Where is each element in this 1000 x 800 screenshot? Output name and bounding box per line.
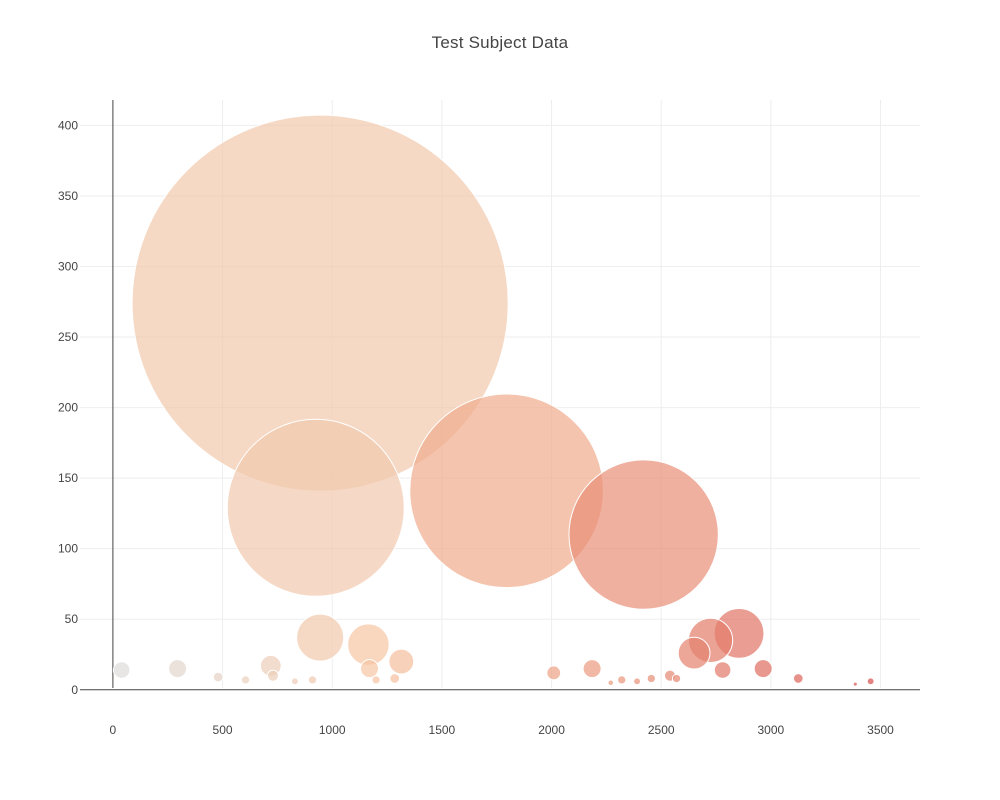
y-tick-label: 100	[58, 542, 78, 556]
x-tick-label: 500	[213, 723, 233, 737]
bubble-point[interactable]	[296, 613, 345, 662]
x-tick-label: 1000	[319, 723, 346, 737]
bubble-point[interactable]	[168, 659, 188, 679]
bubble-point[interactable]	[347, 623, 390, 666]
y-tick-label: 50	[65, 612, 79, 626]
bubble-point[interactable]	[240, 675, 251, 685]
bubble-point[interactable]	[360, 659, 379, 679]
y-tick-label: 400	[58, 118, 78, 132]
axes	[80, 100, 920, 691]
bubble-series	[112, 114, 875, 687]
bubble-point[interactable]	[607, 679, 615, 686]
bubble-point[interactable]	[212, 671, 224, 683]
x-tick-label: 0	[110, 723, 117, 737]
bubble-point[interactable]	[290, 677, 299, 686]
x-tick-label: 2500	[648, 723, 675, 737]
bubble-point[interactable]	[307, 675, 318, 685]
bubble-point[interactable]	[388, 648, 415, 675]
bubble-point[interactable]	[677, 636, 711, 670]
bubble-point[interactable]	[266, 669, 280, 682]
bubble-point[interactable]	[852, 681, 858, 687]
bubble-point[interactable]	[633, 677, 642, 686]
x-tick-label: 1500	[429, 723, 456, 737]
y-tick-label: 200	[58, 401, 78, 415]
x-tick-label: 3000	[758, 723, 785, 737]
x-tick-label: 2000	[538, 723, 565, 737]
bubble-point[interactable]	[646, 673, 656, 684]
y-tick-label: 300	[58, 259, 78, 273]
y-tick-label: 0	[71, 683, 78, 697]
bubble-point[interactable]	[389, 673, 401, 684]
bubble-point[interactable]	[371, 675, 381, 685]
bubble-point[interactable]	[582, 659, 602, 679]
y-tick-label: 250	[58, 330, 78, 344]
bubble-point[interactable]	[792, 673, 804, 684]
bubble-point[interactable]	[112, 661, 131, 679]
chart-title: Test Subject Data	[431, 33, 569, 52]
bubble-point[interactable]	[713, 661, 732, 679]
bubble-point[interactable]	[617, 675, 627, 685]
y-tick-label: 350	[58, 189, 78, 203]
x-tick-label: 3500	[867, 723, 894, 737]
tick-labels: 0 500 1000 1500 2000 2500 3000 3500 0 50 100 150 200…	[58, 118, 894, 737]
bubble-point[interactable]	[546, 665, 562, 681]
bubble-point[interactable]	[568, 459, 719, 610]
bubble-point[interactable]	[671, 673, 682, 684]
bubble-point[interactable]	[866, 677, 875, 686]
y-tick-label: 150	[58, 471, 78, 485]
bubble-point[interactable]	[226, 418, 405, 597]
bubble-point[interactable]	[753, 659, 773, 679]
